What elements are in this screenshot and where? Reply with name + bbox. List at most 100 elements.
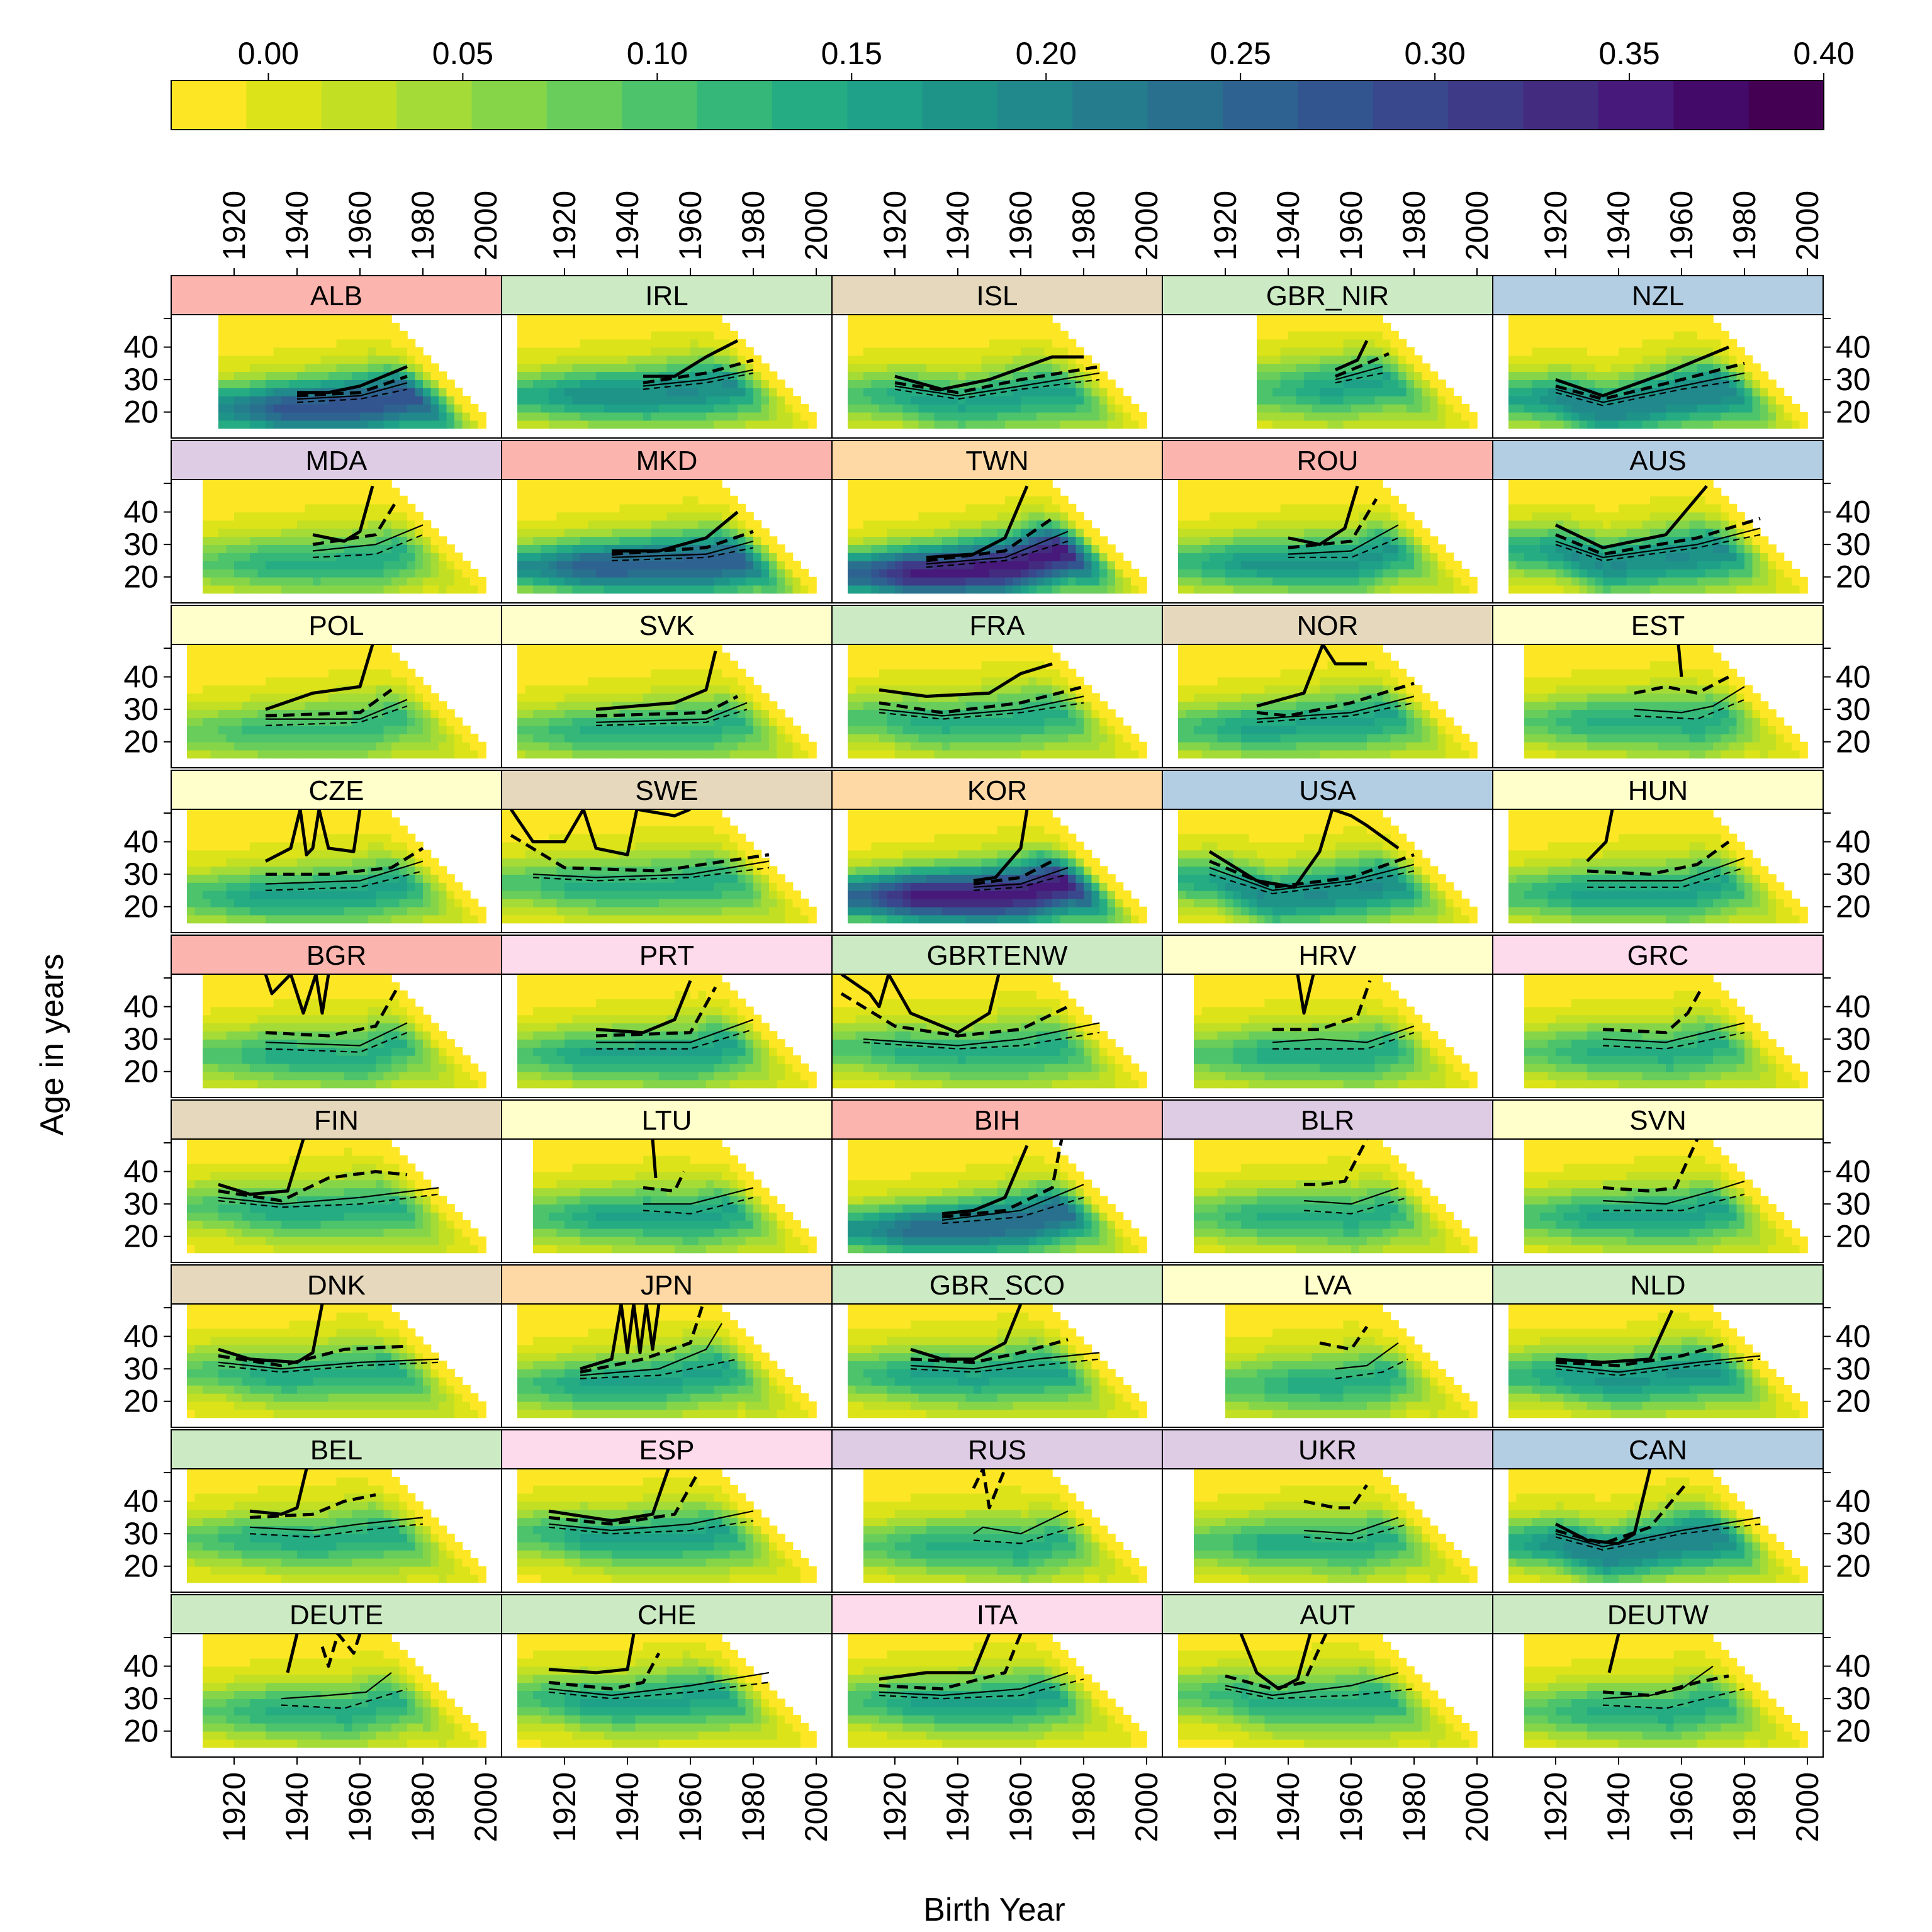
heatmap-cell xyxy=(1257,520,1266,529)
heatmap-cell xyxy=(320,480,329,488)
heatmap-cell xyxy=(541,568,549,578)
heatmap-cell xyxy=(1689,528,1698,537)
heatmap-cell xyxy=(226,644,235,653)
heatmap-cell xyxy=(1619,315,1627,323)
heatmap-cell xyxy=(1689,347,1698,356)
heatmap-cell xyxy=(1028,568,1037,578)
heatmap-cell xyxy=(1241,553,1250,561)
heatmap-cell xyxy=(682,487,691,497)
heatmap-cell xyxy=(329,339,337,348)
heatmap-cell xyxy=(1508,403,1517,413)
heatmap-cell xyxy=(895,544,904,553)
heatmap-cell xyxy=(722,568,731,578)
heatmap-cell xyxy=(1264,347,1273,356)
heatmap-cell xyxy=(1508,379,1517,388)
heatmap-cell xyxy=(313,585,322,594)
heatmap-cell xyxy=(911,553,919,561)
series-line-thin-dashed xyxy=(1555,534,1761,561)
heatmap-cell xyxy=(391,553,400,561)
heatmap-cell xyxy=(266,355,274,364)
heatmap-cell xyxy=(352,487,361,497)
heatmap-cell xyxy=(439,388,447,396)
heatmap-cell xyxy=(250,330,259,340)
heatmap-cell xyxy=(344,585,353,594)
heatmap-cell xyxy=(666,568,675,578)
heatmap-cell xyxy=(289,668,298,678)
heatmap-cell xyxy=(352,347,361,356)
heatmap-cell xyxy=(1547,379,1556,388)
heatmap-cell xyxy=(1013,347,1021,356)
heatmap-cell xyxy=(1437,420,1446,429)
heatmap-cell xyxy=(1320,503,1328,513)
heatmap-cell xyxy=(659,395,668,405)
heatmap-cell xyxy=(313,330,322,340)
heatmap-cell xyxy=(1666,495,1675,505)
heatmap-cell xyxy=(446,420,455,429)
heatmap-cell xyxy=(1044,568,1053,578)
heatmap-cell xyxy=(549,315,558,323)
heatmap-cell xyxy=(1178,503,1187,513)
heatmap-cell xyxy=(1721,503,1729,513)
heatmap-cell xyxy=(1044,322,1053,332)
heatmap-cell xyxy=(1540,568,1549,578)
heatmap-cell xyxy=(1516,480,1525,488)
heatmap-cell xyxy=(1005,576,1014,586)
heatmap-cell xyxy=(1272,536,1281,545)
heatmap-cell xyxy=(1729,339,1738,348)
heatmap-cell xyxy=(556,315,565,323)
heatmap-cell xyxy=(738,560,746,570)
heatmap-cell xyxy=(1524,395,1533,405)
heatmap-cell xyxy=(1729,503,1738,513)
heatmap-cell xyxy=(855,528,864,537)
heatmap-cell xyxy=(918,487,927,497)
heatmap-cell xyxy=(879,528,888,537)
heatmap-cell xyxy=(1304,379,1313,388)
heatmap-cell xyxy=(855,339,864,348)
heatmap-cell xyxy=(305,576,313,586)
heatmap-cell xyxy=(1257,585,1266,594)
heatmap-cell xyxy=(1115,568,1124,578)
heatmap-cell xyxy=(934,544,943,553)
heatmap-cell xyxy=(218,544,227,553)
heatmap-cell xyxy=(1351,480,1360,488)
heatmap-cell xyxy=(1658,330,1666,340)
heatmap-cell xyxy=(415,520,424,529)
heatmap-cell xyxy=(368,544,376,553)
heatmap-cell xyxy=(281,750,290,759)
heatmap-cell xyxy=(950,568,958,578)
heatmap-cell xyxy=(643,560,652,570)
heatmap-cell xyxy=(1642,512,1651,521)
heatmap-cell xyxy=(619,480,628,488)
heatmap-cell xyxy=(1540,553,1549,561)
heatmap-cell xyxy=(1123,576,1132,586)
heatmap-cell xyxy=(1076,553,1084,561)
heatmap-cell xyxy=(1540,585,1549,594)
heatmap-cell xyxy=(281,371,290,380)
heatmap-cell xyxy=(1673,553,1682,561)
heatmap-cell xyxy=(257,685,266,694)
heatmap-cell xyxy=(1280,315,1289,323)
heatmap-cell xyxy=(863,528,872,537)
heatmap-cell xyxy=(383,315,392,323)
heatmap-cell xyxy=(218,652,227,661)
heatmap-cell xyxy=(1721,403,1729,413)
heatmap-cell xyxy=(682,520,691,529)
heatmap-cell xyxy=(564,420,573,429)
heatmap-cell xyxy=(1650,512,1659,521)
heatmap-cell xyxy=(1563,403,1572,413)
heatmap-cell xyxy=(1587,480,1596,488)
heatmap-cell xyxy=(1005,322,1014,332)
heatmap-cell xyxy=(1516,339,1525,348)
heatmap-cell xyxy=(344,371,353,380)
heatmap-cell xyxy=(1005,347,1014,356)
heatmap-cell xyxy=(1359,420,1368,429)
heatmap-cell xyxy=(848,512,856,521)
colorbar-tick-label: 0.10 xyxy=(627,36,688,71)
heatmap-cell xyxy=(329,668,337,678)
heatmap-cell xyxy=(1115,553,1124,561)
heatmap-cell xyxy=(1194,536,1203,545)
heatmap-cell xyxy=(250,420,259,429)
heatmap-cell xyxy=(1689,403,1698,413)
heatmap-cell xyxy=(753,536,762,545)
